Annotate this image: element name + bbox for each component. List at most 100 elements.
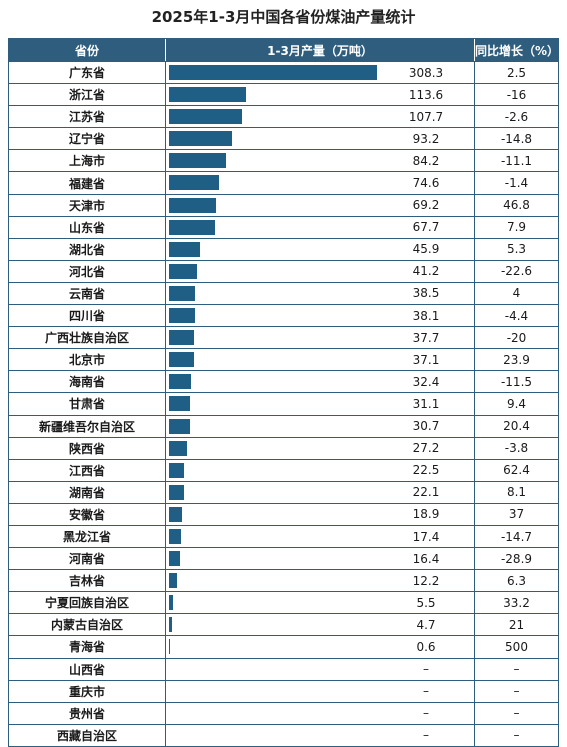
output-bar — [169, 440, 188, 456]
output-bar — [169, 131, 232, 147]
table-body: 广东省 308.3 2.5 浙江省 113.6 -16 江苏省 107.7 -2.6 辽宁省 93.… — [9, 61, 558, 746]
output-bar — [169, 617, 173, 633]
output-cell: – — [166, 680, 475, 702]
output-value-label: 38.1 — [412, 308, 440, 323]
chart-title: 2025年1-3月中国各省份煤油产量统计 — [151, 8, 416, 26]
output-bar — [169, 484, 184, 500]
table-row: 河南省 16.4 -28.9 — [9, 547, 558, 570]
output-cell: 45.9 — [166, 238, 475, 260]
table-row: 江西省 22.5 62.4 — [9, 458, 558, 481]
table-row: 吉林省 12.2 6.3 — [9, 569, 558, 592]
output-value-label: 84.2 — [412, 153, 440, 168]
header-growth: 同比增长（%） — [475, 43, 560, 58]
output-cell: 107.7 — [166, 106, 475, 128]
province-label: 海南省 — [9, 371, 166, 393]
growth-value-label: – — [513, 662, 520, 677]
table-row: 上海市 84.2 -11.1 — [9, 149, 558, 172]
output-bar — [169, 551, 181, 567]
output-cell: 4.7 — [166, 614, 475, 636]
province-label: 新疆维吾尔自治区 — [9, 415, 166, 437]
output-value-label: 69.2 — [412, 198, 440, 213]
output-cell: 74.6 — [166, 172, 475, 194]
province-label: 安徽省 — [9, 503, 166, 525]
output-bar — [169, 396, 190, 412]
growth-value-label: 7.9 — [506, 220, 527, 235]
output-bar — [169, 263, 197, 279]
growth-value-label: -3.8 — [504, 441, 529, 456]
growth-value-label: -4.4 — [504, 308, 529, 323]
growth-value-label: -11.1 — [500, 153, 533, 168]
output-value-label: 37.7 — [412, 330, 440, 345]
output-value-label: 67.7 — [412, 220, 440, 235]
province-label: 西藏自治区 — [9, 724, 166, 746]
table-row: 福建省 74.6 -1.4 — [9, 171, 558, 194]
growth-value-label: 8.1 — [506, 485, 527, 500]
growth-value-label: -22.6 — [500, 264, 533, 279]
growth-value-label: -16 — [506, 87, 527, 102]
output-value-label: 74.6 — [412, 176, 440, 191]
province-label: 江苏省 — [9, 106, 166, 128]
growth-value-label: 20.4 — [503, 419, 530, 434]
table-row: 天津市 69.2 46.8 — [9, 193, 558, 216]
output-cell: 37.1 — [166, 349, 475, 371]
output-bar — [169, 197, 216, 213]
output-cell: 84.2 — [166, 150, 475, 172]
output-cell: 41.2 — [166, 260, 475, 282]
table-row: 内蒙古自治区 4.7 21 — [9, 613, 558, 636]
province-label: 宁夏回族自治区 — [9, 592, 166, 614]
output-bar — [169, 374, 191, 390]
output-bar — [169, 330, 195, 346]
table-row: 辽宁省 93.2 -14.8 — [9, 127, 558, 150]
province-label: 广东省 — [9, 62, 166, 84]
output-bar — [169, 219, 215, 235]
province-label: 浙江省 — [9, 84, 166, 106]
output-value-label: 32.4 — [412, 374, 440, 389]
province-label: 河北省 — [9, 260, 166, 282]
table-row: 江苏省 107.7 -2.6 — [9, 105, 558, 128]
table-row: 湖北省 45.9 5.3 — [9, 237, 558, 260]
output-bar — [169, 175, 220, 191]
growth-value-label: 5.3 — [506, 242, 527, 257]
output-cell: 69.2 — [166, 194, 475, 216]
table-row: 宁夏回族自治区 5.5 33.2 — [9, 591, 558, 614]
growth-value-label: -11.5 — [500, 374, 533, 389]
table-row: 云南省 38.5 4 — [9, 281, 558, 305]
output-cell: 27.2 — [166, 437, 475, 459]
province-label: 湖北省 — [9, 238, 166, 260]
growth-value-label: 4 — [512, 286, 521, 301]
output-bar — [169, 418, 190, 434]
table-row: 青海省 0.6 500 — [9, 635, 558, 658]
output-cell: 12.2 — [166, 570, 475, 592]
output-value-label: 22.1 — [412, 485, 440, 500]
output-value-label: 0.6 — [416, 639, 436, 654]
growth-value-label: 23.9 — [503, 352, 530, 367]
province-label: 辽宁省 — [9, 128, 166, 150]
province-label: 山东省 — [9, 216, 166, 238]
output-value-label: 113.6 — [408, 87, 444, 102]
output-bar — [169, 528, 181, 544]
province-label: 福建省 — [9, 172, 166, 194]
output-value-label: 93.2 — [412, 131, 440, 146]
output-bar — [169, 352, 195, 368]
output-value-label: – — [423, 728, 429, 743]
province-label: 甘肃省 — [9, 393, 166, 415]
table-row: 西藏自治区 – – — [9, 723, 558, 746]
output-bar — [169, 308, 195, 324]
growth-value-label: 9.4 — [506, 396, 527, 411]
growth-value-label: 2.5 — [506, 65, 527, 80]
province-label: 贵州省 — [9, 702, 166, 724]
growth-value-label: 46.8 — [503, 198, 530, 213]
output-cell: 0.6 — [166, 636, 475, 658]
output-cell: 22.1 — [166, 481, 475, 503]
growth-value-label: -20 — [506, 330, 527, 345]
output-bar — [169, 87, 246, 103]
province-label: 青海省 — [9, 636, 166, 658]
output-value-label: 107.7 — [408, 109, 444, 124]
output-cell: 38.5 — [166, 282, 475, 305]
table-row: 广东省 308.3 2.5 — [9, 61, 558, 84]
output-value-label: 38.5 — [412, 286, 440, 301]
growth-value-label: -28.9 — [500, 551, 533, 566]
province-label: 陕西省 — [9, 437, 166, 459]
output-cell: 32.4 — [166, 371, 475, 393]
growth-value-label: 21 — [508, 617, 525, 632]
